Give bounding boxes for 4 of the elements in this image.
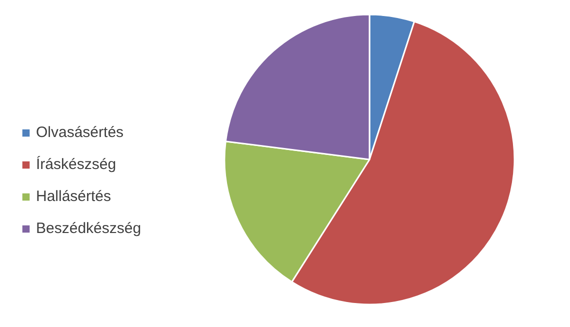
legend-label: Hallásértés [36, 188, 112, 205]
legend-label: Olvasásértés [36, 124, 124, 141]
legend-label: Íráskészség [36, 156, 116, 173]
legend-label: Beszédkészség [36, 220, 142, 237]
